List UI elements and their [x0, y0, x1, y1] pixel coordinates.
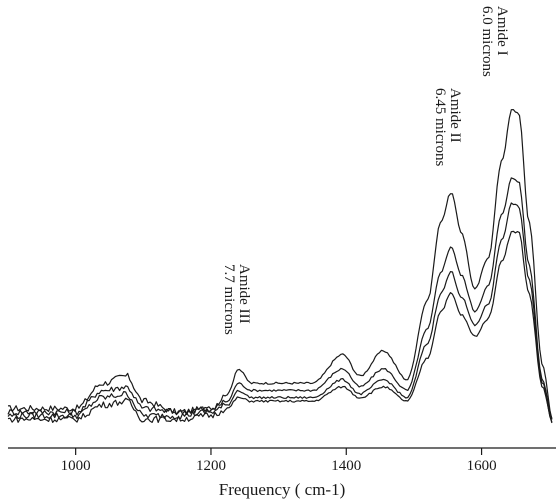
- annotation-amide-ii-line1: Amide II: [447, 88, 463, 143]
- x-tick-label-1200: 1200: [196, 458, 226, 474]
- annotation-amide-i-line2: 6.0 microns: [479, 6, 495, 77]
- annotation-amide-ii: Amide II 6.45 microns: [432, 88, 463, 166]
- series-line-4: [7, 230, 553, 423]
- annotation-amide-i-line1: Amide I: [494, 6, 510, 56]
- annotation-amide-iii: Amide III 7.7 microns: [221, 264, 252, 335]
- x-axis-title: Frequency ( cm-1): [219, 480, 346, 499]
- series-line-2: [7, 177, 553, 419]
- series-layer: [7, 109, 553, 424]
- annotation-amide-i: Amide I 6.0 microns: [479, 6, 510, 77]
- annotation-amide-ii-line2: 6.45 microns: [432, 88, 448, 166]
- annotation-amide-iii-line2: 7.7 microns: [221, 264, 237, 335]
- x-tick-layer: 1000 1200 1400 1600: [61, 448, 497, 474]
- x-tick-label-1000: 1000: [61, 458, 91, 474]
- x-tick-label-1400: 1400: [331, 458, 361, 474]
- series-line-1: [7, 109, 553, 420]
- annotation-amide-iii-line1: Amide III: [236, 264, 252, 324]
- x-tick-label-1600: 1600: [467, 458, 497, 474]
- series-line-3: [7, 202, 553, 424]
